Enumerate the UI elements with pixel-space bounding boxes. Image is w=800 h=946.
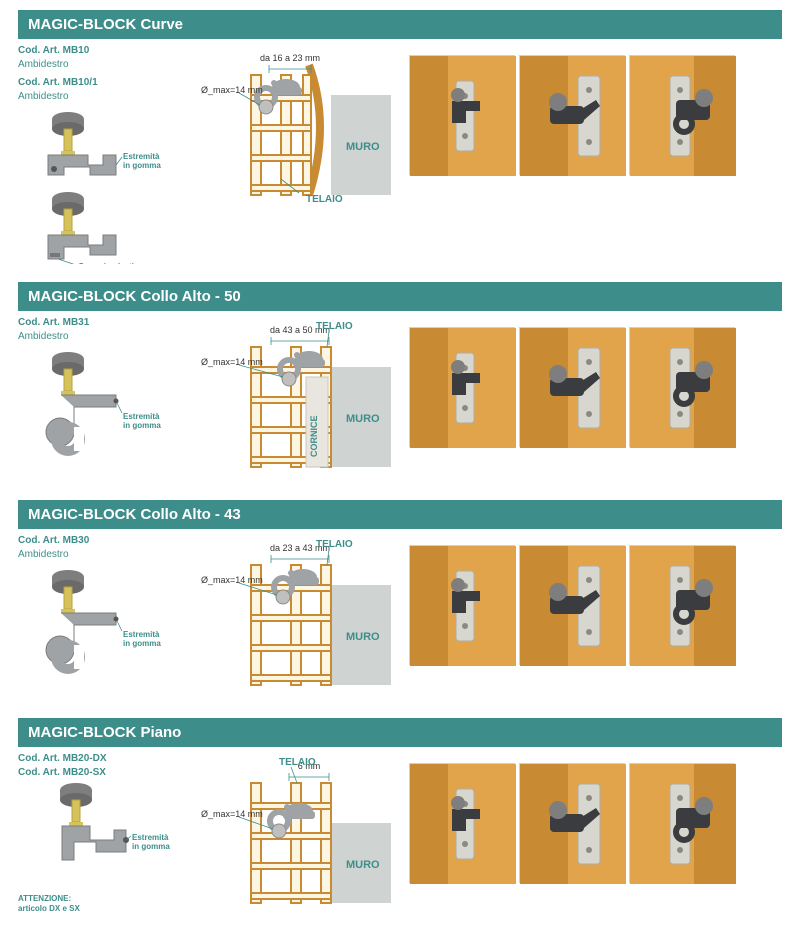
install-photos xyxy=(409,55,782,175)
svg-text:Estremitàin gomma: Estremitàin gomma xyxy=(132,833,170,851)
cross-section-diagram: MURO da 23 a 43 mmØ_max=14 mmTELAIO xyxy=(181,535,401,700)
product-code: Cod. Art. MB20-DX xyxy=(18,753,173,766)
product-code-sub: Ambidestro xyxy=(18,91,173,104)
svg-text:Ø_max=14 mm: Ø_max=14 mm xyxy=(201,809,263,819)
product-code: Cod. Art. MB30 xyxy=(18,535,173,548)
install-photo xyxy=(629,327,735,447)
svg-text:da 16 a 23 mm: da 16 a 23 mm xyxy=(260,53,320,63)
product-code: Cod. Art. MB20-SX xyxy=(18,767,173,780)
svg-text:Estremitàin gomma: Estremitàin gomma xyxy=(123,412,161,430)
install-photo xyxy=(629,763,735,883)
install-photo xyxy=(519,763,625,883)
svg-text:Ø_max=14 mm: Ø_max=14 mm xyxy=(201,575,263,585)
svg-text:MURO: MURO xyxy=(346,413,380,425)
spec-column: Cod. Art. MB10AmbidestroCod. Art. MB10/1… xyxy=(18,45,173,264)
install-photos xyxy=(409,763,782,883)
product-title-bar: MAGIC-BLOCK Curve xyxy=(18,10,782,39)
install-photo xyxy=(409,545,515,665)
cross-section-diagram: MURO da 16 a 23 mm Ø_max=14 mm TELAIO xyxy=(181,45,401,210)
install-photo xyxy=(409,55,515,175)
svg-text:MURO: MURO xyxy=(346,141,380,153)
product-code: Cod. Art. MB10 xyxy=(18,45,173,58)
svg-text:TELAIO: TELAIO xyxy=(279,757,316,768)
product-body: Cod. Art. MB31Ambidestro Estremitàin gom… xyxy=(18,317,782,482)
install-photo xyxy=(629,55,735,175)
product-row: MAGIC-BLOCK CurveCod. Art. MB10Ambidestr… xyxy=(18,10,782,264)
product-body: Cod. Art. MB20-DXCod. Art. MB20-SX Estre… xyxy=(18,753,782,918)
product-code: Cod. Art. MB31 xyxy=(18,317,173,330)
product-code-sub: Ambidestro xyxy=(18,549,173,562)
cross-section-diagram: MUROCORNICE da 43 a 50 mmØ_max=14 mmTELA… xyxy=(181,317,401,482)
svg-text:CORNICE: CORNICE xyxy=(309,415,319,457)
install-photos xyxy=(409,545,782,665)
spec-column: Cod. Art. MB31Ambidestro Estremitàin gom… xyxy=(18,317,173,459)
svg-text:Grano in plasticadi regolazion: Grano in plasticadi regolazione xyxy=(78,262,143,264)
svg-text:Ø_max=14 mm: Ø_max=14 mm xyxy=(201,85,263,95)
install-photo xyxy=(519,327,625,447)
svg-text:TELAIO: TELAIO xyxy=(316,321,353,332)
product-body: Cod. Art. MB10AmbidestroCod. Art. MB10/1… xyxy=(18,45,782,264)
product-title-bar: MAGIC-BLOCK Collo Alto - 50 xyxy=(18,282,782,311)
product-title-bar: MAGIC-BLOCK Collo Alto - 43 xyxy=(18,500,782,529)
spec-column: Cod. Art. MB30Ambidestro Estremitàin gom… xyxy=(18,535,173,677)
svg-text:Estremitàin gomma: Estremitàin gomma xyxy=(123,152,161,170)
product-code-sub: Ambidestro xyxy=(18,59,173,72)
install-photos xyxy=(409,327,782,447)
svg-text:Ø_max=14 mm: Ø_max=14 mm xyxy=(201,357,263,367)
install-photo xyxy=(409,327,515,447)
product-row: MAGIC-BLOCK Collo Alto - 50 Cod. Art. MB3… xyxy=(18,282,782,482)
install-photo xyxy=(519,545,625,665)
install-photo xyxy=(409,763,515,883)
svg-text:TELAIO: TELAIO xyxy=(316,539,353,550)
svg-text:TELAIO: TELAIO xyxy=(306,194,343,205)
product-title-bar: MAGIC-BLOCK Piano xyxy=(18,718,782,747)
svg-text:MURO: MURO xyxy=(346,631,380,643)
product-row: MAGIC-BLOCK Collo Alto - 43 Cod. Art. MB3… xyxy=(18,500,782,700)
install-photo xyxy=(629,545,735,665)
product-body: Cod. Art. MB30Ambidestro Estremitàin gom… xyxy=(18,535,782,700)
product-code-sub: Ambidestro xyxy=(18,331,173,344)
cross-section-diagram: MURO 6 mmØ_max=14 mmTELAIO xyxy=(181,753,401,918)
product-code: Cod. Art. MB10/1 xyxy=(18,77,173,90)
svg-text:Estremitàin gomma: Estremitàin gomma xyxy=(123,630,161,648)
attention-note: ATTENZIONE:articolo DX e SX xyxy=(18,894,173,913)
product-row: MAGIC-BLOCK Piano Cod. Art. MB20-DXCod. A… xyxy=(18,718,782,918)
install-photo xyxy=(519,55,625,175)
spec-column: Cod. Art. MB20-DXCod. Art. MB20-SX Estre… xyxy=(18,753,173,913)
svg-text:MURO: MURO xyxy=(346,859,380,871)
